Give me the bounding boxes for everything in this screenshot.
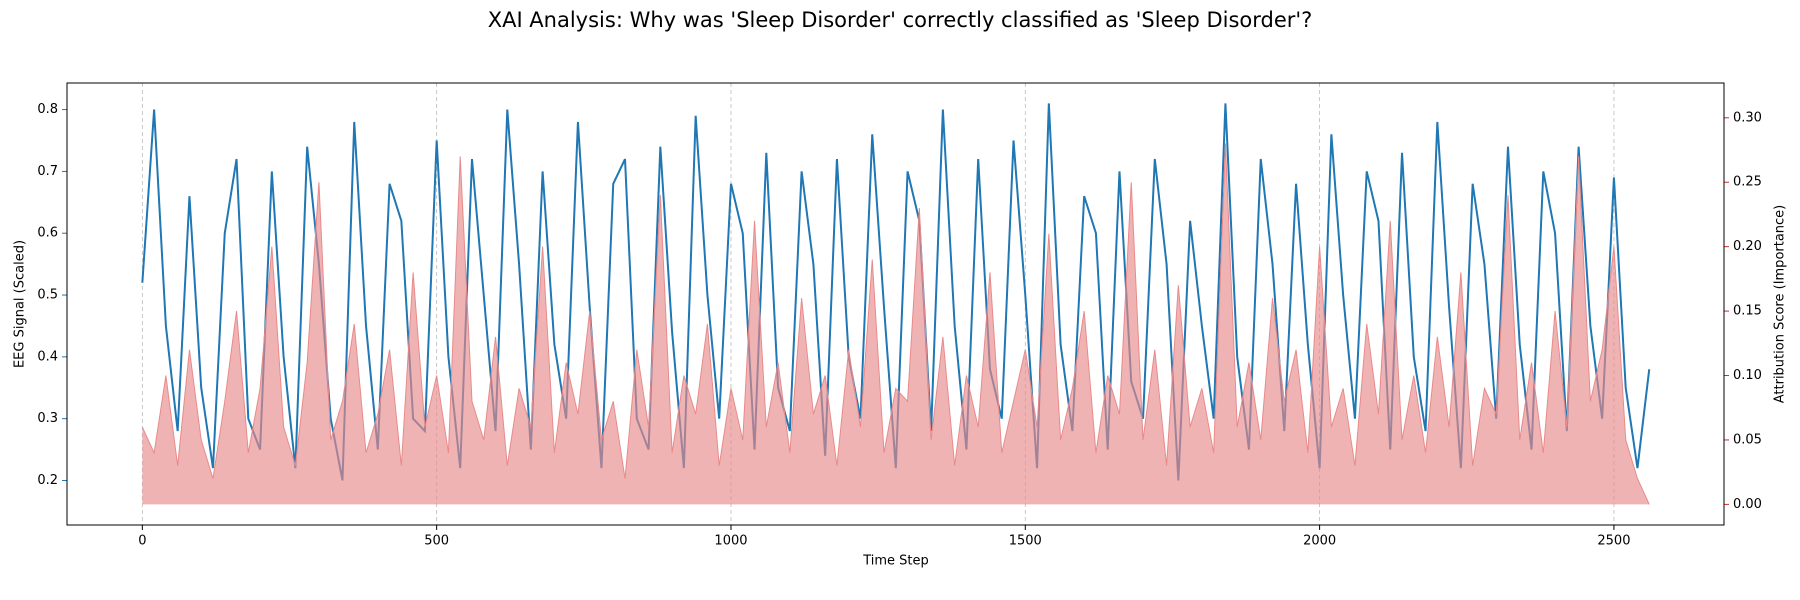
chart-title: XAI Analysis: Why was 'Sleep Disorder' c… — [488, 8, 1313, 32]
x-tick-label: 2500 — [1597, 534, 1630, 549]
x-tick-label: 1000 — [714, 534, 747, 549]
y2-tick-label: 0.05 — [1733, 432, 1762, 447]
y-tick-label: 0.6 — [37, 226, 58, 241]
y-tick-label: 0.5 — [37, 288, 58, 303]
y-tick-label: 0.3 — [37, 411, 58, 426]
y-tick-label: 0.7 — [37, 164, 58, 179]
y2-tick-label: 0.00 — [1733, 497, 1762, 512]
y2-axis-label: Attribution Score (Importance) — [1773, 205, 1788, 404]
x-tick-label: 2000 — [1303, 534, 1336, 549]
y-axis-label: EEG Signal (Scaled) — [13, 240, 28, 368]
plot-frame — [66, 82, 1725, 526]
y2-tick-label: 0.25 — [1733, 175, 1762, 190]
x-tick-label: 0 — [138, 534, 146, 549]
x-tick-label: 500 — [424, 534, 449, 549]
x-axis-label: Time Step — [862, 554, 929, 569]
y2-tick-label: 0.15 — [1733, 304, 1762, 319]
attribution-line — [141, 143, 1650, 505]
y2-tick-label: 0.20 — [1733, 239, 1762, 254]
y-tick-label: 0.4 — [37, 349, 58, 364]
attribution-area — [142, 143, 1650, 505]
y2-tick-label: 0.10 — [1733, 368, 1762, 383]
x-tick-label: 1500 — [1009, 534, 1042, 549]
y-tick-label: 0.8 — [37, 102, 58, 117]
y2-tick-label: 0.30 — [1733, 110, 1762, 125]
y-tick-label: 0.2 — [37, 473, 58, 488]
